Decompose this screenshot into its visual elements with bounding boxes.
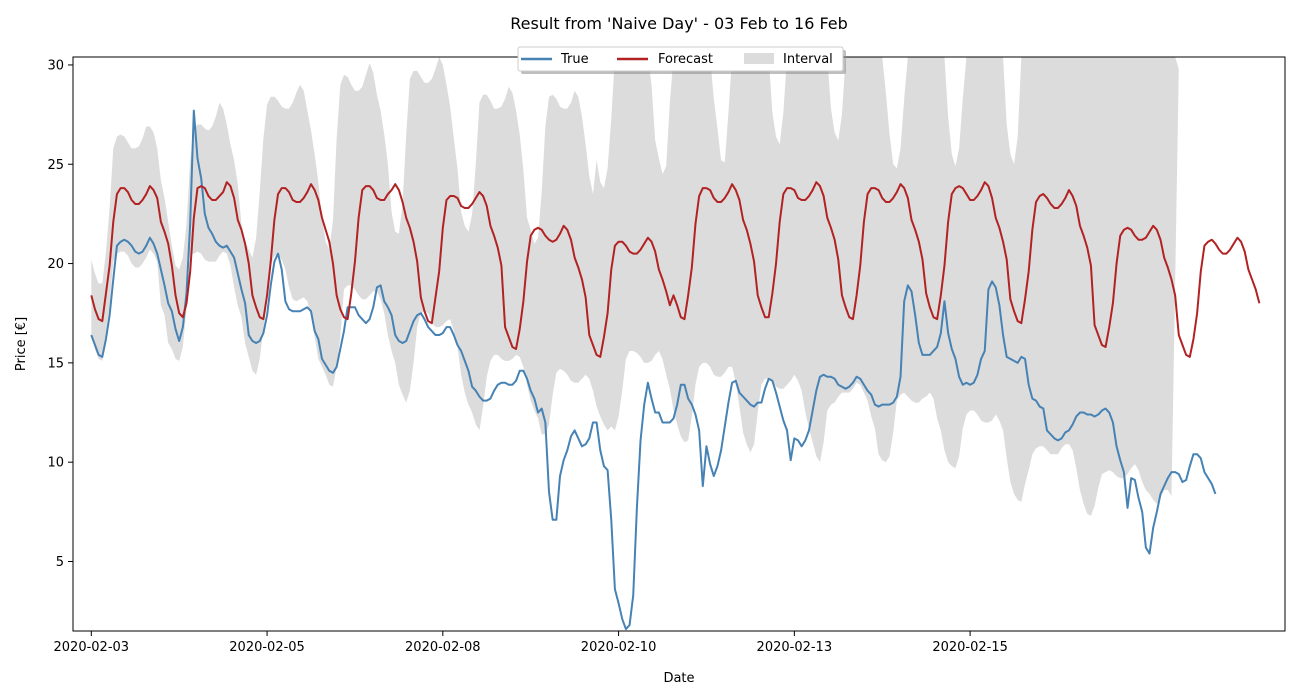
legend: True Forecast Interval [517, 46, 846, 74]
x-axis: 2020-02-03 2020-02-05 2020-02-08 2020-02-10… [54, 631, 1008, 655]
forecast-series-line [90, 181, 1261, 358]
x-tick-label: 2020-02-08 [405, 640, 481, 655]
interval-band [91, 57, 1179, 516]
x-axis-label: Date [663, 671, 694, 686]
y-axis: 5 10 15 20 25 30 [47, 58, 73, 570]
x-tick-label: 2020-02-05 [229, 640, 305, 655]
y-tick-label: 20 [47, 257, 64, 272]
y-tick-label: 15 [47, 356, 64, 371]
x-tick-label: 2020-02-03 [54, 640, 130, 655]
y-axis-label: Price [€] [14, 317, 29, 371]
legend-label-true: True [560, 52, 589, 67]
y-tick-label: 30 [47, 58, 64, 73]
series-layer [90, 57, 1261, 631]
y-tick-label: 10 [47, 456, 64, 471]
x-tick-label: 2020-02-10 [581, 640, 657, 655]
legend-swatch-interval [744, 53, 774, 64]
x-tick-label: 2020-02-13 [757, 640, 833, 655]
x-tick-label: 2020-02-15 [932, 640, 1008, 655]
true-series-line [90, 109, 1217, 631]
y-tick-label: 5 [56, 555, 64, 570]
legend-label-forecast: Forecast [658, 52, 713, 67]
y-tick-label: 25 [47, 158, 64, 173]
chart-title: Result from 'Naive Day' - 03 Feb to 16 F… [510, 14, 848, 33]
legend-label-interval: Interval [783, 52, 833, 67]
